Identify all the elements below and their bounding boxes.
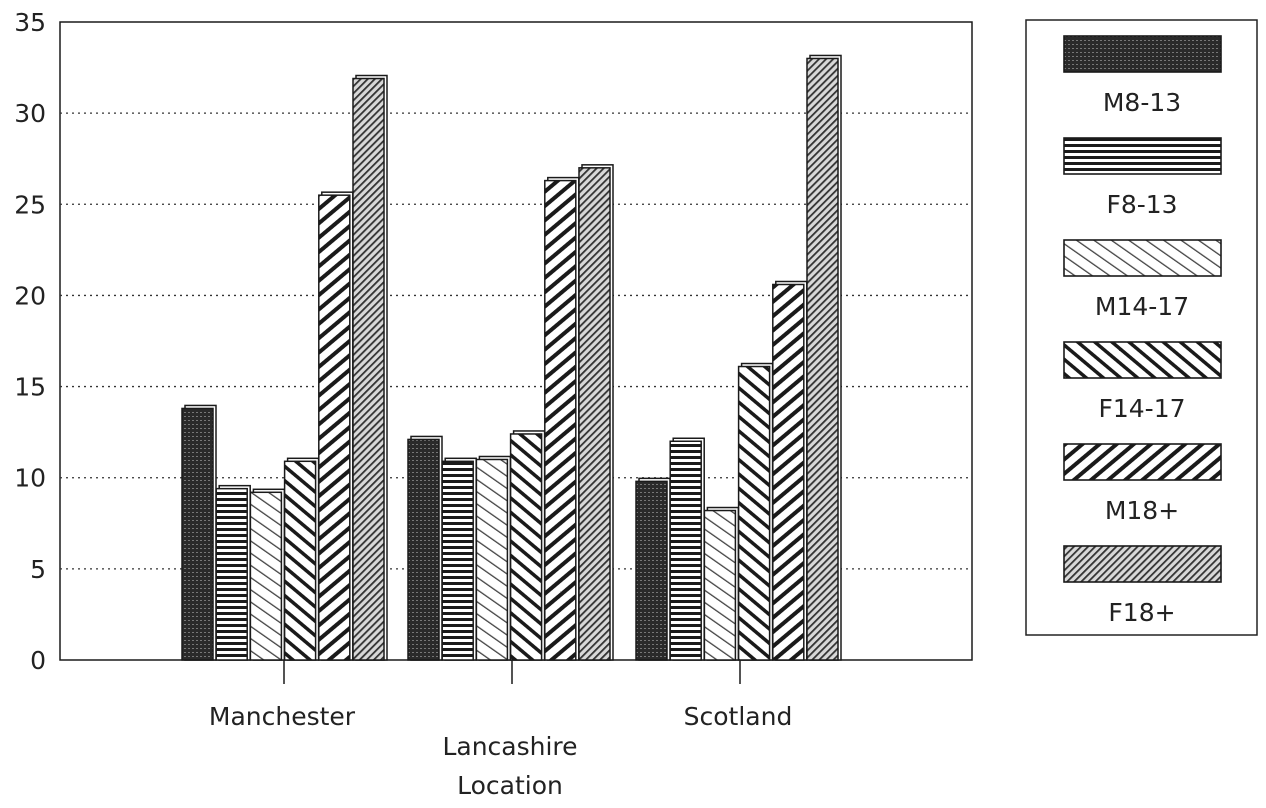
x-axis-ticks: Manchester Lancashire Scotland <box>209 660 792 761</box>
bar <box>352 74 388 661</box>
bar <box>249 488 286 661</box>
x-axis-label: Location <box>457 771 563 800</box>
y-tick-label: 20 <box>14 281 46 310</box>
bar-face <box>772 283 805 661</box>
bar-face <box>635 480 668 661</box>
bar-face <box>215 487 248 661</box>
bar <box>441 457 477 661</box>
legend-box <box>1025 19 1258 636</box>
legend-label: F14-17 <box>1098 394 1185 423</box>
bar-face <box>578 167 611 661</box>
legend-swatch <box>1063 341 1222 379</box>
bar <box>772 280 808 661</box>
legend-item: M18+ <box>1063 443 1222 525</box>
legend-label: M18+ <box>1105 496 1179 525</box>
legend-label: F18+ <box>1108 598 1175 627</box>
bar-face <box>475 458 509 661</box>
bar-face <box>544 179 577 661</box>
y-tick-label: 25 <box>14 190 46 219</box>
bar <box>806 54 842 661</box>
legend-label: F8-13 <box>1106 190 1177 219</box>
y-tick-label: 5 <box>30 555 46 584</box>
bar <box>635 477 671 661</box>
legend-swatch <box>1063 443 1222 481</box>
bar <box>407 435 443 661</box>
bar <box>509 430 546 661</box>
x-tick-label: Scotland <box>684 702 793 731</box>
legend-label: M8-13 <box>1103 88 1181 117</box>
bar <box>703 506 740 661</box>
bar <box>669 437 705 661</box>
bar-face <box>806 57 839 661</box>
y-tick-label: 15 <box>14 373 46 402</box>
legend-swatch <box>1063 239 1222 277</box>
bars <box>181 54 842 661</box>
legend-item: F18+ <box>1063 545 1222 627</box>
y-tick-label: 30 <box>14 99 46 128</box>
legend-swatch <box>1063 35 1222 73</box>
bar-face <box>352 77 385 661</box>
legend-item: F14-17 <box>1063 341 1222 423</box>
legend: M8-13 F8-13 M14-17 F14-17 M18+ F18+ <box>1025 19 1258 636</box>
bar-face <box>703 509 737 661</box>
y-tick-label: 0 <box>30 646 46 675</box>
legend-item: M14-17 <box>1063 239 1222 321</box>
y-tick-label: 10 <box>14 464 46 493</box>
legend-item: M8-13 <box>1063 35 1222 117</box>
bar <box>283 457 320 661</box>
bar <box>737 362 774 661</box>
bar-face <box>669 440 702 661</box>
legend-item: F8-13 <box>1063 137 1222 219</box>
bar <box>215 484 251 661</box>
bar-face <box>737 365 771 661</box>
bar <box>544 176 580 661</box>
bar-face <box>249 491 283 661</box>
bar-face <box>509 433 543 661</box>
bar <box>318 191 354 661</box>
legend-label: M14-17 <box>1095 292 1189 321</box>
x-tick-label: Manchester <box>209 702 356 731</box>
y-axis-tick-labels: 0 5 10 15 20 25 30 35 <box>14 8 46 675</box>
legend-swatch <box>1063 137 1222 175</box>
bar-face <box>318 194 351 661</box>
x-tick-label: Lancashire <box>442 732 577 761</box>
bar <box>475 455 512 661</box>
bar <box>181 404 217 661</box>
y-tick-label: 35 <box>14 8 46 37</box>
bar-face <box>441 460 474 661</box>
legend-swatch <box>1063 545 1222 583</box>
bar-face <box>407 438 440 661</box>
bar <box>578 164 614 661</box>
bar-face <box>283 460 317 661</box>
bar-face <box>181 407 214 661</box>
